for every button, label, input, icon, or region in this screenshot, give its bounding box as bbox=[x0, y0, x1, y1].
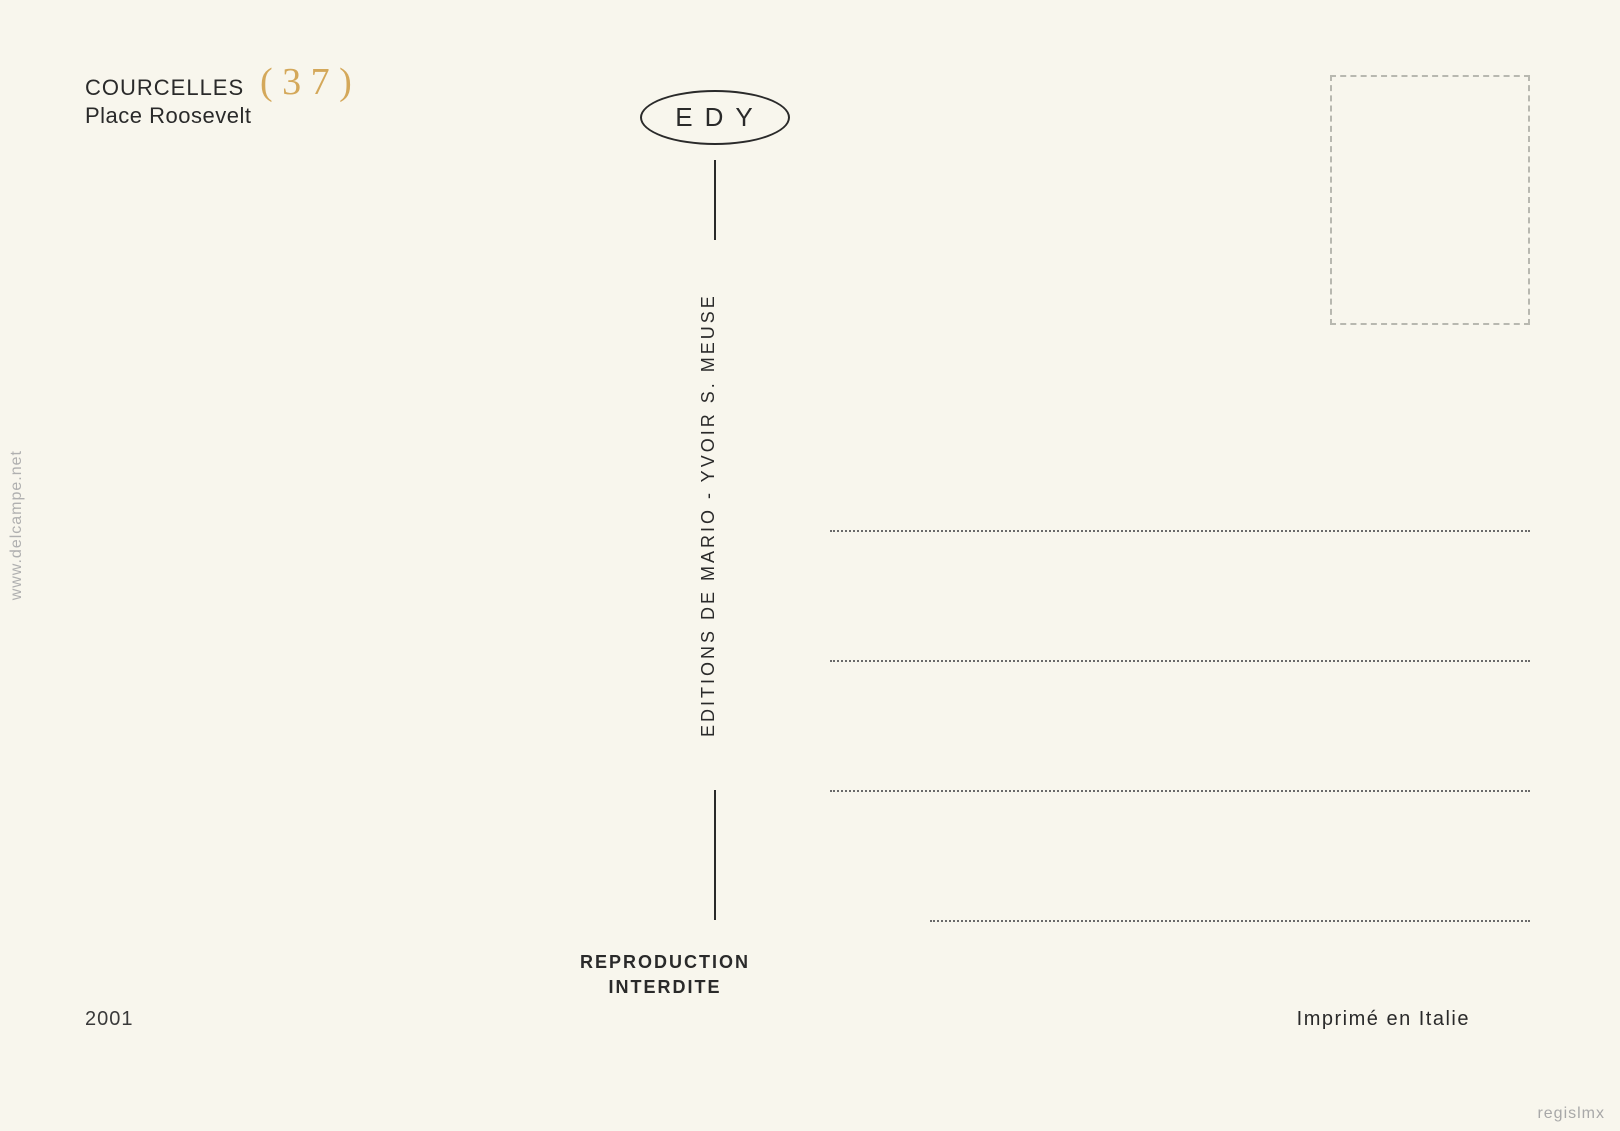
serial-number: 2001 bbox=[85, 1008, 134, 1031]
address-line bbox=[930, 920, 1530, 922]
location-title: COURCELLES bbox=[85, 75, 251, 101]
address-line bbox=[830, 530, 1530, 532]
imprint-text: Imprimé en Italie bbox=[1297, 1008, 1470, 1031]
publisher-vertical-text: EDITIONS DE MARIO - YVOIR S. MEUSE bbox=[698, 250, 719, 780]
publisher-logo-oval: EDY bbox=[640, 90, 790, 145]
divider-line-bottom bbox=[714, 790, 716, 920]
watermark-left: www.delcampe.net bbox=[8, 450, 26, 600]
stamp-placeholder bbox=[1330, 75, 1530, 325]
reproduction-line1: REPRODUCTION bbox=[580, 950, 750, 975]
reproduction-line2: INTERDITE bbox=[580, 975, 750, 1000]
caption-block: COURCELLES Place Roosevelt bbox=[85, 75, 251, 129]
watermark-right: regislmx bbox=[1537, 1105, 1605, 1123]
divider-line-top bbox=[714, 160, 716, 240]
reproduction-notice: REPRODUCTION INTERDITE bbox=[580, 950, 750, 1000]
address-line bbox=[830, 790, 1530, 792]
address-line bbox=[830, 660, 1530, 662]
location-subtitle: Place Roosevelt bbox=[85, 103, 251, 129]
publisher-logo-text: EDY bbox=[665, 102, 764, 133]
handwritten-annotation: ( 3 7 ) bbox=[260, 60, 352, 104]
